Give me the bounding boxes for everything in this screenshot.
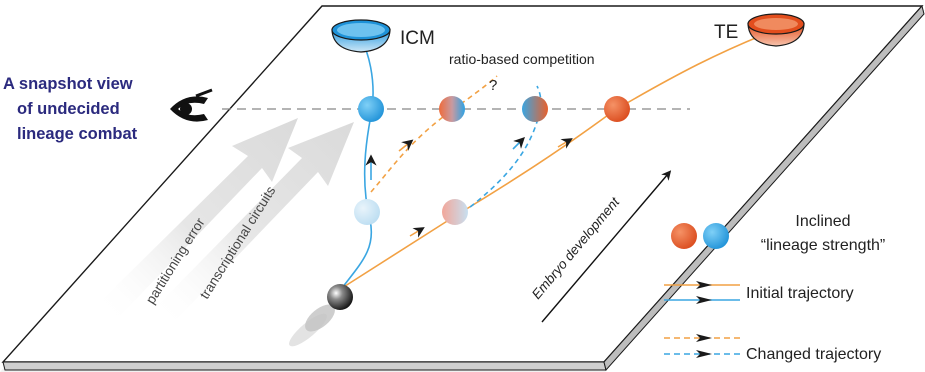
changed-orange-arrow [398,139,414,152]
changed-blue-arrow [512,137,525,150]
mixed-cell-right [522,96,548,122]
platform-edge-front [2,361,607,371]
icm-cup [331,19,391,53]
te-label: TE [714,22,738,43]
development-arrow [541,170,672,323]
legend-changed-label: Changed trajectory [746,346,881,363]
snapshot-title-line3: lineage combat [17,125,138,143]
mixed-cell-left [439,96,465,122]
platform-edge-right [603,4,925,372]
icm-initial-trajectory [341,37,374,289]
snapshot-title-line1: A snapshot view [3,75,133,93]
competition-label: ratio-based competition [449,51,595,67]
te-direction-arrow-1 [409,227,425,238]
icm-committed-cell [358,96,384,122]
question-mark: ? [489,77,497,94]
snapshot-title-line2: of undecided [17,100,120,118]
legend: Inclined “lineage strength” Initial traj… [664,213,885,363]
changed-trajectory-blue [455,85,542,219]
pale-blue-cell [354,199,380,225]
transcriptional-arrow [158,122,354,322]
legend-blue-cell [703,223,729,249]
icm-label: ICM [400,28,435,49]
legend-initial-label: Initial trajectory [746,285,854,302]
te-committed-cell [604,96,630,122]
te-direction-arrow-2 [557,138,573,149]
eye-icon [170,88,213,122]
legend-orange-cell [671,223,697,249]
ball-icon [289,284,353,347]
pale-mixed-cell [442,199,468,225]
partitioning-arrow [102,118,298,318]
te-cup [747,13,805,47]
legend-strength-line1: Inclined [795,213,850,230]
legend-strength-line2: “lineage strength” [761,237,886,254]
